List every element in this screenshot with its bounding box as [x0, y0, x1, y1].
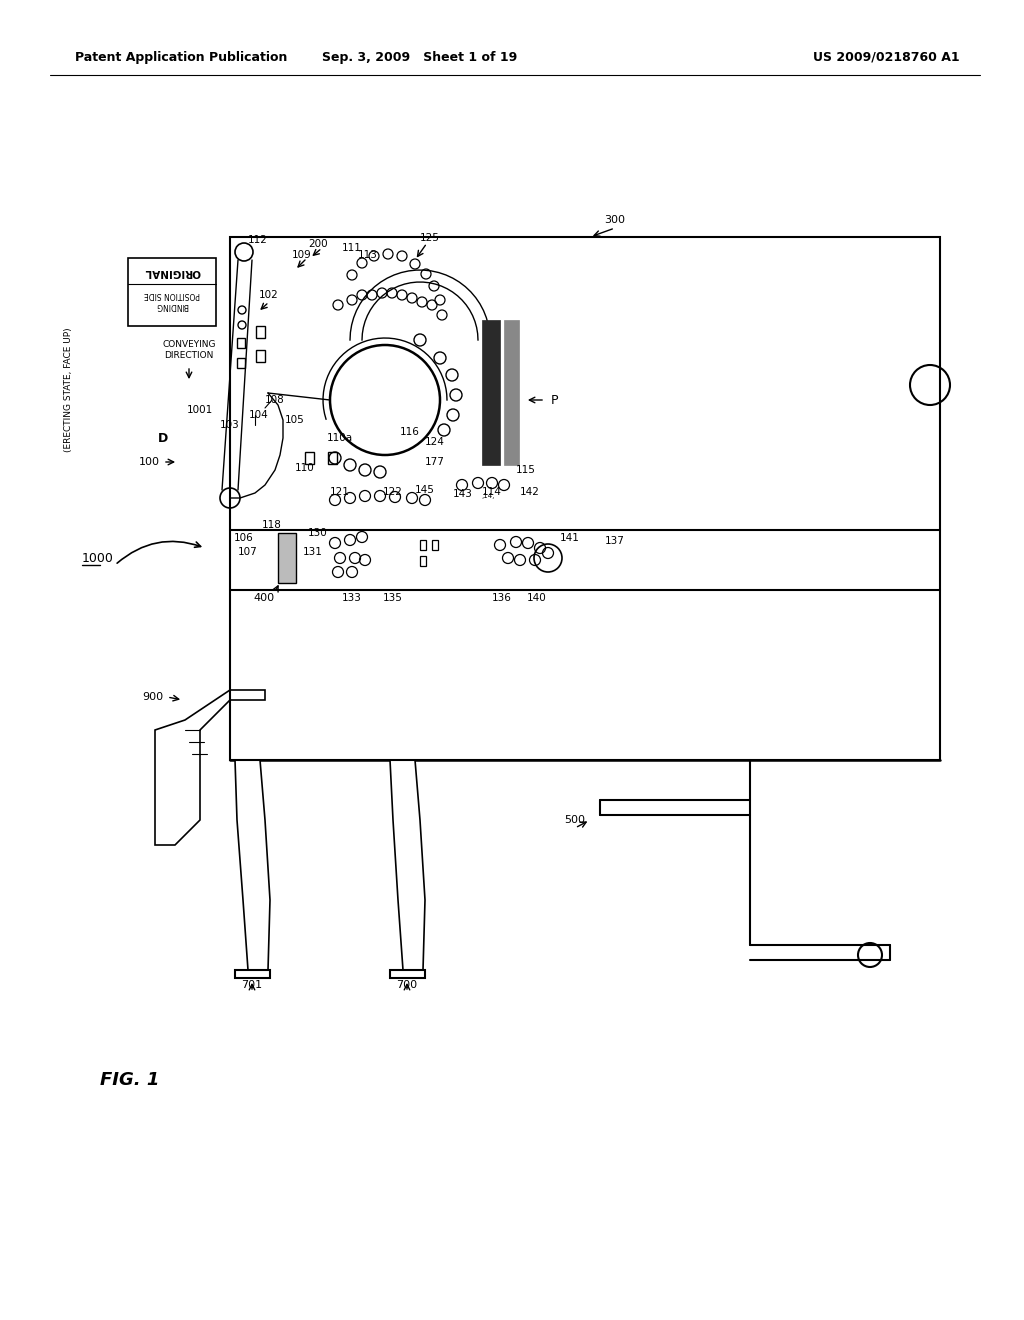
- Bar: [328, 451, 337, 465]
- Text: 110: 110: [295, 463, 314, 473]
- Text: 113: 113: [358, 249, 378, 260]
- Text: 103: 103: [220, 420, 240, 430]
- Text: Sep. 3, 2009   Sheet 1 of 19: Sep. 3, 2009 Sheet 1 of 19: [323, 50, 517, 63]
- Bar: [420, 540, 426, 550]
- Bar: [237, 358, 245, 368]
- Text: ,14,: ,14,: [481, 492, 495, 499]
- Text: 131: 131: [303, 546, 323, 557]
- Text: 115: 115: [516, 465, 536, 475]
- Bar: [390, 970, 425, 978]
- Bar: [278, 533, 296, 583]
- Text: 135: 135: [383, 593, 402, 603]
- Text: 108: 108: [265, 395, 285, 405]
- Text: 1000: 1000: [82, 552, 114, 565]
- Text: 118: 118: [262, 520, 282, 531]
- Bar: [256, 326, 265, 338]
- Bar: [128, 257, 216, 326]
- Bar: [504, 319, 519, 465]
- Text: 142: 142: [520, 487, 540, 498]
- Text: 900: 900: [142, 692, 163, 702]
- Text: 143: 143: [453, 488, 473, 499]
- Text: BINDING
POSITION SIDE: BINDING POSITION SIDE: [144, 290, 200, 310]
- Text: 102: 102: [259, 290, 279, 300]
- Bar: [237, 338, 245, 348]
- Bar: [420, 556, 426, 566]
- Bar: [256, 350, 265, 362]
- Polygon shape: [155, 690, 265, 845]
- Text: 130: 130: [308, 528, 328, 539]
- Text: 141: 141: [560, 533, 580, 543]
- Text: 112: 112: [248, 235, 268, 246]
- Text: 111: 111: [342, 243, 361, 253]
- Text: ORIGINAL: ORIGINAL: [143, 267, 200, 277]
- Text: 1001: 1001: [186, 405, 213, 414]
- Text: 106: 106: [234, 533, 254, 543]
- Text: CONVEYING
DIRECTION: CONVEYING DIRECTION: [162, 341, 216, 360]
- Polygon shape: [234, 760, 270, 970]
- Bar: [305, 451, 314, 465]
- Text: 137: 137: [605, 536, 625, 546]
- Text: 140: 140: [527, 593, 547, 603]
- Text: 200: 200: [308, 239, 328, 249]
- Text: 177: 177: [425, 457, 445, 467]
- Text: 109: 109: [292, 249, 312, 260]
- Text: 500: 500: [564, 814, 586, 825]
- Text: 136: 136: [493, 593, 512, 603]
- Text: 110a: 110a: [327, 433, 353, 444]
- Text: 400: 400: [253, 593, 274, 603]
- Text: 104: 104: [249, 411, 269, 420]
- Bar: [230, 238, 940, 760]
- Bar: [482, 319, 500, 465]
- Bar: [234, 970, 270, 978]
- Text: 124: 124: [425, 437, 445, 447]
- Text: 114: 114: [482, 487, 502, 498]
- Text: 125: 125: [420, 234, 440, 243]
- Text: D: D: [158, 432, 168, 445]
- Text: 122: 122: [383, 487, 402, 498]
- Text: 300: 300: [604, 215, 626, 224]
- Text: 121: 121: [330, 487, 350, 498]
- Text: 116: 116: [400, 426, 420, 437]
- Text: 133: 133: [342, 593, 361, 603]
- Bar: [432, 540, 438, 550]
- Text: 100: 100: [139, 457, 160, 467]
- Text: US 2009/0218760 A1: US 2009/0218760 A1: [813, 50, 961, 63]
- Text: 701: 701: [242, 979, 262, 990]
- Text: 700: 700: [396, 979, 418, 990]
- Text: 107: 107: [239, 546, 258, 557]
- Text: Patent Application Publication: Patent Application Publication: [75, 50, 288, 63]
- Text: P: P: [551, 393, 559, 407]
- Text: (ERECTING STATE, FACE UP): (ERECTING STATE, FACE UP): [63, 327, 73, 453]
- Polygon shape: [390, 760, 425, 970]
- Text: 105: 105: [285, 414, 305, 425]
- Text: FIG. 1: FIG. 1: [100, 1071, 160, 1089]
- Text: 145: 145: [415, 484, 435, 495]
